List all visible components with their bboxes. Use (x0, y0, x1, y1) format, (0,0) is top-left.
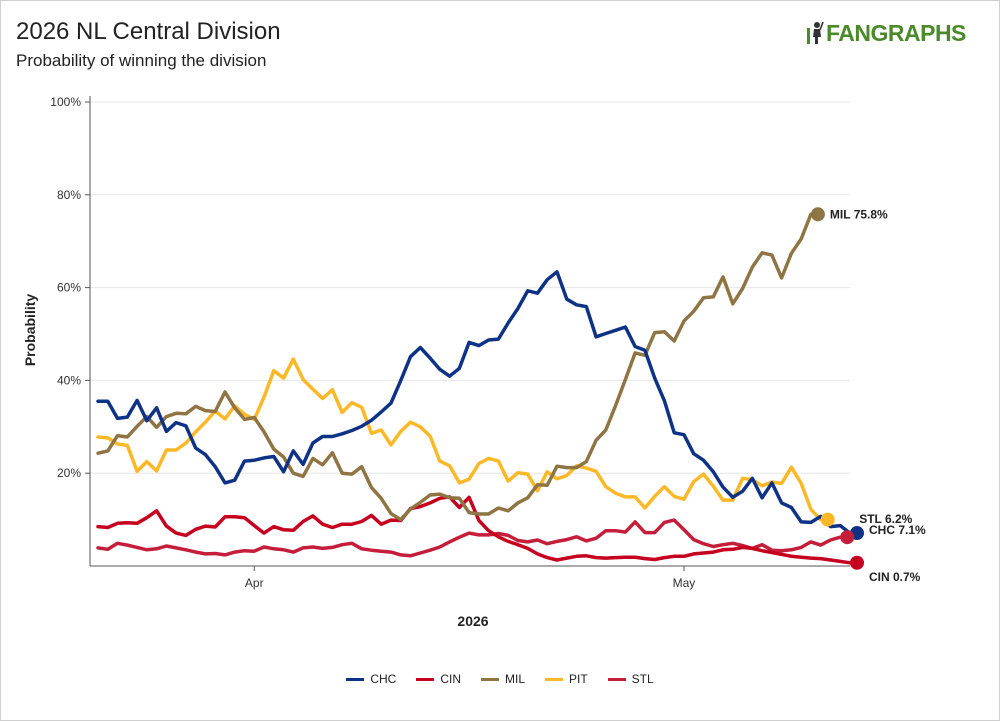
end-marker-pit[interactable] (820, 512, 835, 527)
end-marker-mil[interactable] (810, 207, 825, 222)
brand-logo[interactable]: FANGRAPHS (806, 18, 966, 48)
end-marker-cin[interactable] (850, 555, 864, 570)
chart-title: 2026 NL Central Division (16, 18, 281, 45)
y-tick-label: 40% (57, 373, 81, 387)
y-tick-label: 60% (57, 281, 81, 295)
y-tick-labels: 20% 40% 60% 80% 100% (50, 95, 81, 480)
legend-swatch (480, 677, 499, 681)
legend-item-cin[interactable]: CIN (416, 672, 461, 686)
legend-item-chc[interactable]: CHC (346, 672, 396, 686)
legend-item-mil[interactable]: MIL (480, 672, 525, 686)
legend-swatch (545, 677, 563, 681)
legend-swatch (607, 677, 626, 681)
x-tick-label: Apr (245, 576, 264, 590)
y-tick-label: 100% (50, 95, 81, 109)
legend-item-pit[interactable]: PIT (545, 672, 588, 686)
end-label-stl: STL 6.2% (859, 512, 912, 526)
series-line-pit[interactable] (96, 357, 823, 522)
legend-item-stl[interactable]: STL (607, 672, 654, 686)
chart-axes (85, 96, 850, 571)
end-label-cin: CIN 0.7% (869, 570, 921, 584)
legend: CHC CIN MIL PIT STL (0, 672, 1000, 686)
chart-subtitle: Probability of winning the division (16, 51, 267, 70)
x-tick-label: May (673, 576, 696, 590)
y-tick-label: 80% (57, 188, 81, 202)
series-line-cin[interactable] (96, 495, 852, 565)
legend-swatch (416, 677, 435, 681)
x-axis-title: 2026 (457, 613, 488, 629)
end-marker-stl[interactable] (840, 530, 855, 545)
legend-label: PIT (569, 672, 588, 686)
series-line-stl[interactable] (96, 518, 842, 558)
end-label-mil: MIL 75.8% (830, 207, 888, 221)
y-tick-label: 20% (57, 466, 81, 480)
grid-lines (90, 101, 850, 474)
x-tick-labels: AprMayJun (245, 576, 696, 590)
legend-swatch (346, 677, 365, 681)
series-line-mil[interactable] (96, 212, 813, 522)
end-label-chc: CHC 7.1% (869, 523, 926, 537)
legend-label: MIL (504, 672, 525, 686)
end-markers: CHC 7.1% CIN 0.7% MIL 75.8% STL 6.2% (810, 207, 926, 584)
legend-label: STL (631, 672, 654, 686)
series-line-chc[interactable] (96, 270, 852, 535)
legend-label: CHC (370, 672, 397, 686)
batter-icon (807, 21, 824, 44)
series-lines (96, 212, 852, 565)
y-axis-title: Probability (22, 294, 38, 367)
legend-label: CIN (440, 672, 461, 686)
brand-wordmark: FANGRAPHS (826, 19, 966, 46)
